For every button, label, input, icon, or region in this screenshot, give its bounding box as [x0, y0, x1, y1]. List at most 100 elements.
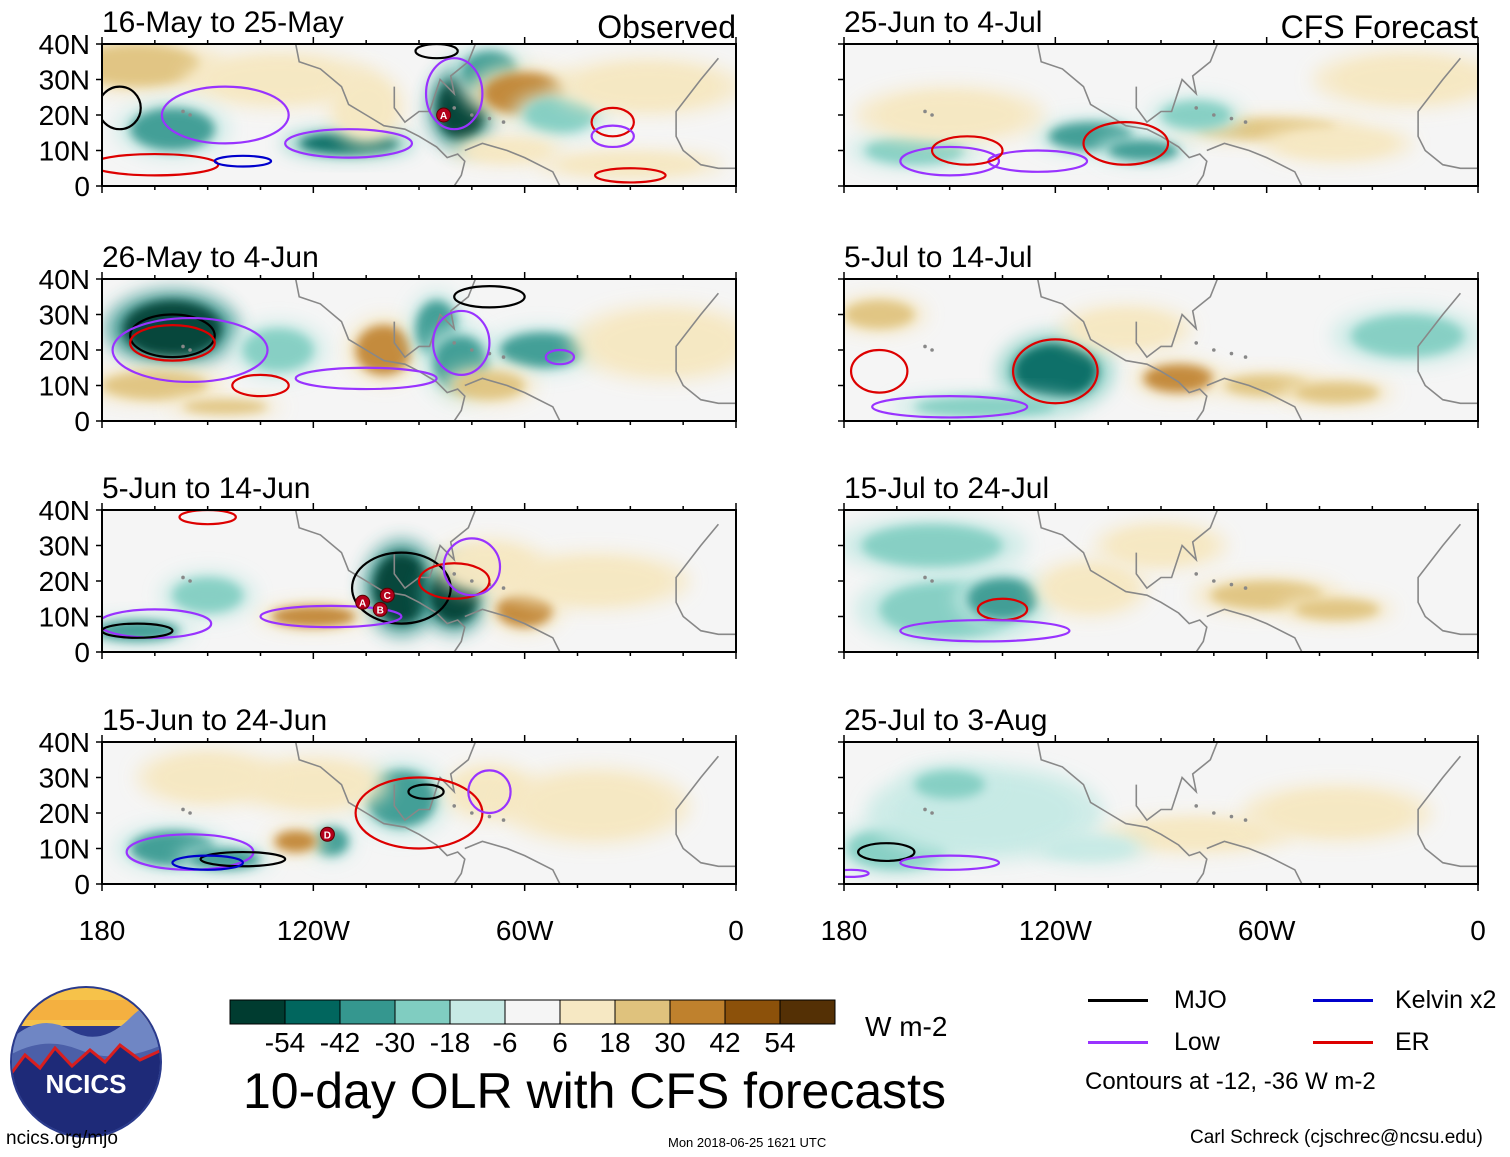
panel-observed-3: 40N 30N 20N 10N 0 15-Jun to 24-Jun — [39, 704, 737, 900]
storm-marker-label: D — [324, 830, 331, 841]
x-axis-labels: 180 120W 60W 0 180 120W 60W 0 — [79, 915, 1486, 946]
island — [181, 807, 185, 812]
y-tick-label: 20N — [39, 335, 90, 366]
storm-marker-label: A — [359, 598, 366, 609]
contour-low — [899, 145, 1001, 177]
coastline — [1417, 292, 1478, 405]
anomaly-blob — [102, 371, 208, 400]
anomaly-blob — [154, 756, 261, 799]
ncics-logo: NCICS — [10, 986, 162, 1138]
panel-field — [844, 279, 1478, 421]
contour-low — [899, 854, 1001, 871]
island — [1212, 113, 1216, 117]
island — [1243, 586, 1248, 590]
observed-header: Observed — [597, 9, 736, 45]
legend-mjo-line — [1088, 999, 1148, 1002]
colorbar-label: 30 — [654, 1027, 685, 1058]
contour-mjo — [350, 551, 452, 625]
contour-er — [1082, 120, 1170, 166]
colorbar-swatch — [229, 999, 286, 1025]
timestamp: Mon 2018-06-25 1621 UTC — [668, 1135, 827, 1150]
storm-marker-dot — [379, 587, 395, 603]
x-tick-label: 0 — [728, 915, 744, 946]
contour-low — [431, 309, 491, 376]
coastline — [393, 44, 477, 124]
coastline — [1135, 44, 1219, 124]
panel-observed-0: 40N 30N 20N 10N 0 16-May to 25-May — [39, 6, 737, 202]
contour-mjo — [407, 783, 445, 800]
anomaly-blob — [1266, 791, 1408, 835]
panel-field — [102, 44, 736, 186]
x-tick-label: 180 — [821, 915, 868, 946]
coastline — [1206, 377, 1303, 421]
coastline — [675, 57, 736, 170]
panel-forecast-0: 25-Jun to 4-Jul — [838, 6, 1479, 193]
storm-marker-dot — [436, 107, 452, 123]
island — [470, 113, 474, 117]
panels-group: 40N 30N 20N 10N 0 16-May to 25-May 40N 30N 20N 10… — [39, 6, 1479, 900]
island — [930, 811, 934, 815]
colorbar-swatch — [394, 999, 451, 1025]
panel-field — [102, 510, 736, 652]
colorbar-swatch — [339, 999, 396, 1025]
contour-low — [590, 124, 635, 149]
anomaly-blob — [256, 763, 370, 806]
contour-low — [259, 604, 403, 629]
anomaly-blob — [242, 328, 314, 372]
x-tick-label: 120W — [277, 915, 351, 946]
contour-er — [590, 106, 635, 138]
storm-marker-label: B — [377, 605, 384, 616]
contour-low — [899, 618, 1071, 643]
island — [1194, 804, 1199, 808]
y-tick-label: 20N — [39, 100, 90, 131]
storm-marker-dot — [355, 594, 371, 610]
colorbar-swatch — [284, 999, 341, 1025]
legend-low-line — [1088, 1041, 1148, 1044]
x-tick-label: 120W — [1019, 915, 1093, 946]
y-tick-label: 40N — [39, 727, 90, 758]
colorbar-label: 54 — [764, 1027, 795, 1058]
site-url: ncics.org/mjo — [6, 1128, 118, 1149]
coastline — [1135, 279, 1219, 359]
y-tick-label: 40N — [39, 495, 90, 526]
colorbar-label: 6 — [552, 1027, 568, 1058]
island — [181, 109, 185, 114]
colorbar-swatch — [449, 999, 506, 1025]
island — [501, 586, 506, 590]
anomaly-blob — [1337, 58, 1478, 101]
anomaly-blob — [1351, 314, 1464, 358]
coastline — [294, 279, 466, 421]
anomaly-blob — [879, 93, 1021, 137]
colorbar-label: -6 — [493, 1027, 518, 1058]
island — [452, 804, 457, 808]
panel-title: 25-Jul to 3-Aug — [844, 704, 1047, 737]
anomaly-blob — [524, 777, 666, 835]
anomaly-blob — [172, 577, 243, 613]
island — [1229, 814, 1234, 819]
coastline — [1206, 142, 1303, 186]
contour-er — [1011, 338, 1099, 405]
colorbar-label: 18 — [599, 1027, 630, 1058]
contour-er — [594, 167, 667, 184]
panel-title: 5-Jun to 14-Jun — [102, 472, 310, 505]
anomaly-blob — [1294, 381, 1380, 404]
panel-title: 15-Jun to 24-Jun — [102, 704, 327, 737]
y-tick-label: 10N — [39, 834, 90, 865]
island — [188, 113, 192, 117]
contour-er — [849, 348, 909, 394]
contour-low — [871, 395, 1029, 419]
contour-mjo — [453, 285, 526, 309]
anomaly-blob — [595, 314, 736, 372]
storm-marker-label: C — [384, 591, 391, 602]
legend-kelvin-line — [1313, 999, 1373, 1002]
colorbar-label: -18 — [430, 1027, 470, 1058]
storm-marker: C — [379, 587, 395, 603]
y-tick-label: 0 — [74, 171, 90, 202]
legend-low: Low — [1088, 1028, 1220, 1057]
storm-marker: A — [436, 107, 452, 123]
anomaly-blob — [1161, 100, 1232, 130]
coastline — [675, 523, 736, 636]
contour-er — [231, 373, 290, 398]
storm-marker-dot — [319, 826, 335, 842]
